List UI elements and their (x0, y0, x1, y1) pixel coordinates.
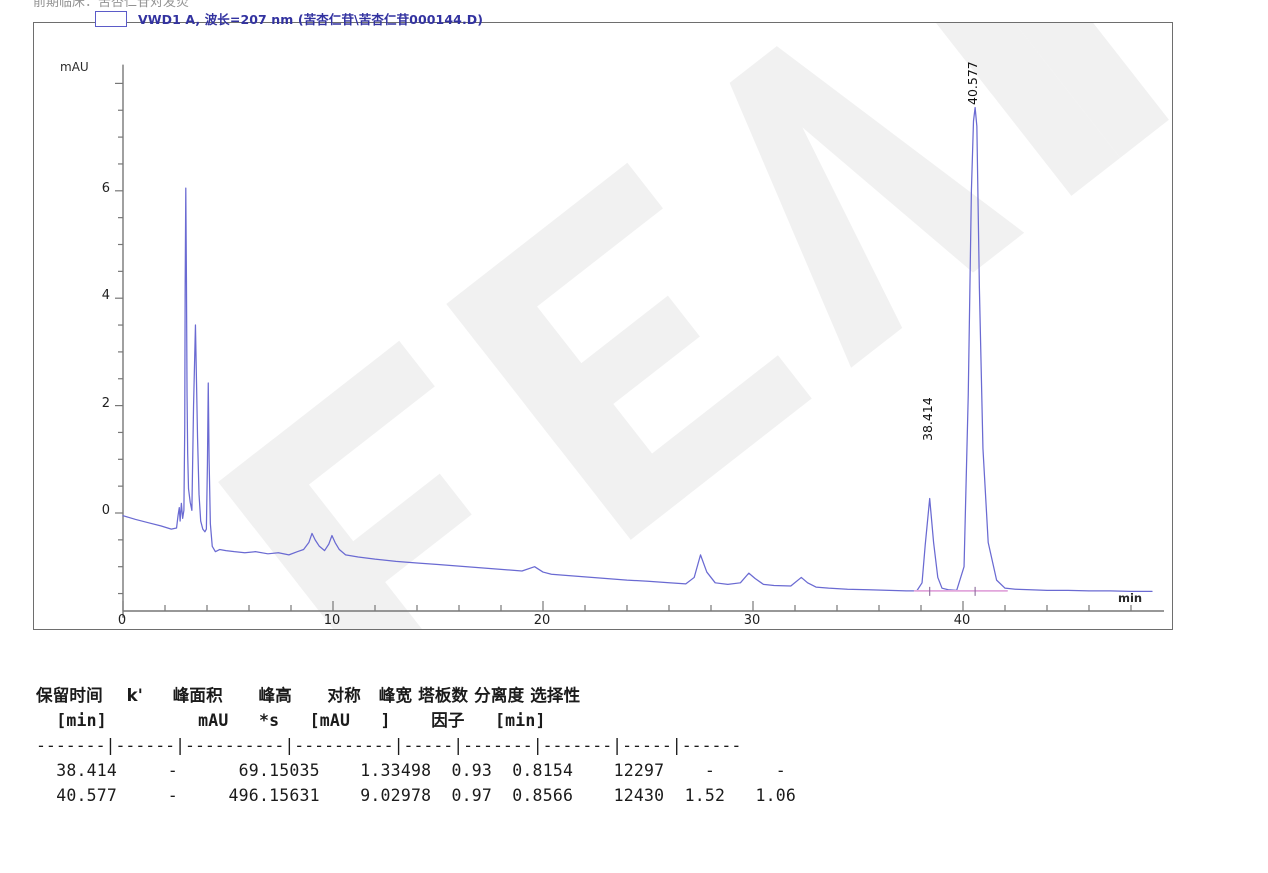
y-tick-label: 6 (101, 180, 110, 196)
legend-label: VWD1 A, 波长=207 nm (苦杏仁苷\苦杏仁苷000144.D) (138, 12, 484, 27)
peak-label-38414: 38.414 (919, 397, 935, 442)
y-tick-label: 4 (101, 288, 110, 304)
legend-color-swatch (95, 10, 127, 27)
peak-results-table: 保留时间 k' 峰面积 峰高 对称 峰宽 塔板数 分离度 选择性 [min] m… (36, 683, 796, 808)
x-tick-label: 40 (953, 613, 971, 628)
chromatogram-plot (33, 22, 1173, 630)
x-tick-label: 0 (117, 613, 127, 628)
peak-label-40577: 40.577 (965, 61, 981, 105)
clipped-header-text: 前期临床：苦杏仁苷对发炎 (33, 0, 190, 10)
y-axis-title: mAU (60, 60, 89, 74)
table-header-row-2: [min] mAU *s [mAU ] 因子 [min] (36, 711, 546, 731)
table-header-row-1: 保留时间 k' 峰面积 峰高 对称 峰宽 塔板数 分离度 选择性 (36, 686, 581, 705)
plot-canvas (115, 64, 1164, 618)
x-axis-title: min (1118, 591, 1143, 605)
y-tick-label: 0 (101, 503, 110, 518)
x-tick-label: 30 (743, 613, 761, 628)
x-tick-label: 10 (323, 613, 341, 628)
chromatogram-trace (122, 106, 1153, 593)
chart-legend: VWD1 A, 波长=207 nm (苦杏仁苷\苦杏仁苷000144.D) (95, 9, 483, 28)
table-separator: -------|------|----------|----------|---… (36, 736, 742, 756)
y-tick-label: 2 (101, 395, 110, 411)
x-tick-label: 20 (533, 613, 551, 628)
table-row: 38.414 - 69.15035 1.33498 0.93 0.8154 12… (36, 761, 786, 781)
table-row: 40.577 - 496.15631 9.02978 0.97 0.8566 1… (36, 786, 797, 806)
